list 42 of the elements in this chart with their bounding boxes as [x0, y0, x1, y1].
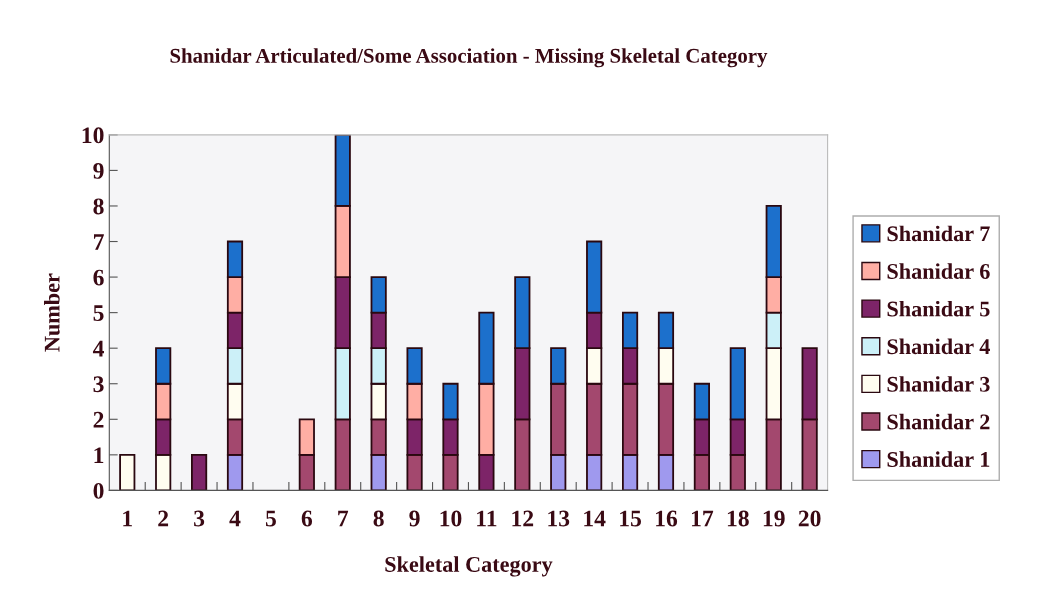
x-tick-label: 10 [440, 510, 462, 527]
x-tick-label: 13 [548, 510, 570, 527]
x-tick-label: 19 [763, 510, 785, 527]
y-tick-label: 2 [93, 411, 104, 428]
x-tick-label: 7 [338, 510, 349, 527]
y-tick-label: 7 [93, 234, 104, 250]
legend-label: Shanidar 3 [887, 376, 990, 392]
y-tick-label: 6 [93, 269, 104, 286]
y-tick-label: 10 [82, 127, 104, 144]
x-tick-label: 14 [584, 510, 606, 527]
y-tick-label: 0 [93, 482, 104, 499]
x-axis-title: Skeletal Category [385, 556, 553, 577]
y-axis-title: Number [44, 273, 60, 352]
x-tick-label: 4 [229, 510, 241, 527]
legend-label: Shanidar 5 [887, 300, 990, 317]
x-tick-label: 1 [123, 510, 132, 527]
y-tick-label: 9 [93, 162, 104, 179]
x-tick-label: 3 [194, 510, 205, 527]
y-tick-label: 3 [93, 376, 104, 393]
legend-label: Shanidar 6 [887, 263, 990, 279]
x-tick-label: 2 [158, 510, 169, 527]
x-tick-label: 17 [691, 510, 714, 527]
y-tick-label: 5 [93, 305, 104, 322]
x-tick-label: 18 [727, 510, 749, 527]
legend-label: Shanidar 1 [887, 451, 990, 468]
y-tick-label: 4 [92, 340, 104, 357]
x-tick-label: 16 [656, 510, 678, 527]
x-tick-label: 6 [301, 510, 313, 527]
chart-title: Shanidar Articulated/Some Association - Missing Skeletal Category [170, 48, 768, 68]
x-tick-label: 15 [620, 510, 642, 527]
legend-label: Shanidar 7 [887, 225, 990, 242]
x-tick-label: 11 [477, 510, 497, 527]
bar [191, 453, 208, 491]
x-tick-label: 12 [512, 510, 534, 527]
x-tick-label: 8 [373, 510, 384, 527]
legend-label: Shanidar 4 [887, 338, 990, 355]
x-tick-label: 5 [265, 510, 276, 527]
y-tick-label: 1 [94, 447, 104, 464]
legend-label: Shanidar 2 [887, 413, 990, 430]
x-tick-label: 20 [798, 510, 821, 527]
y-tick-label: 8 [93, 198, 104, 215]
x-tick-label: 9 [409, 510, 420, 527]
